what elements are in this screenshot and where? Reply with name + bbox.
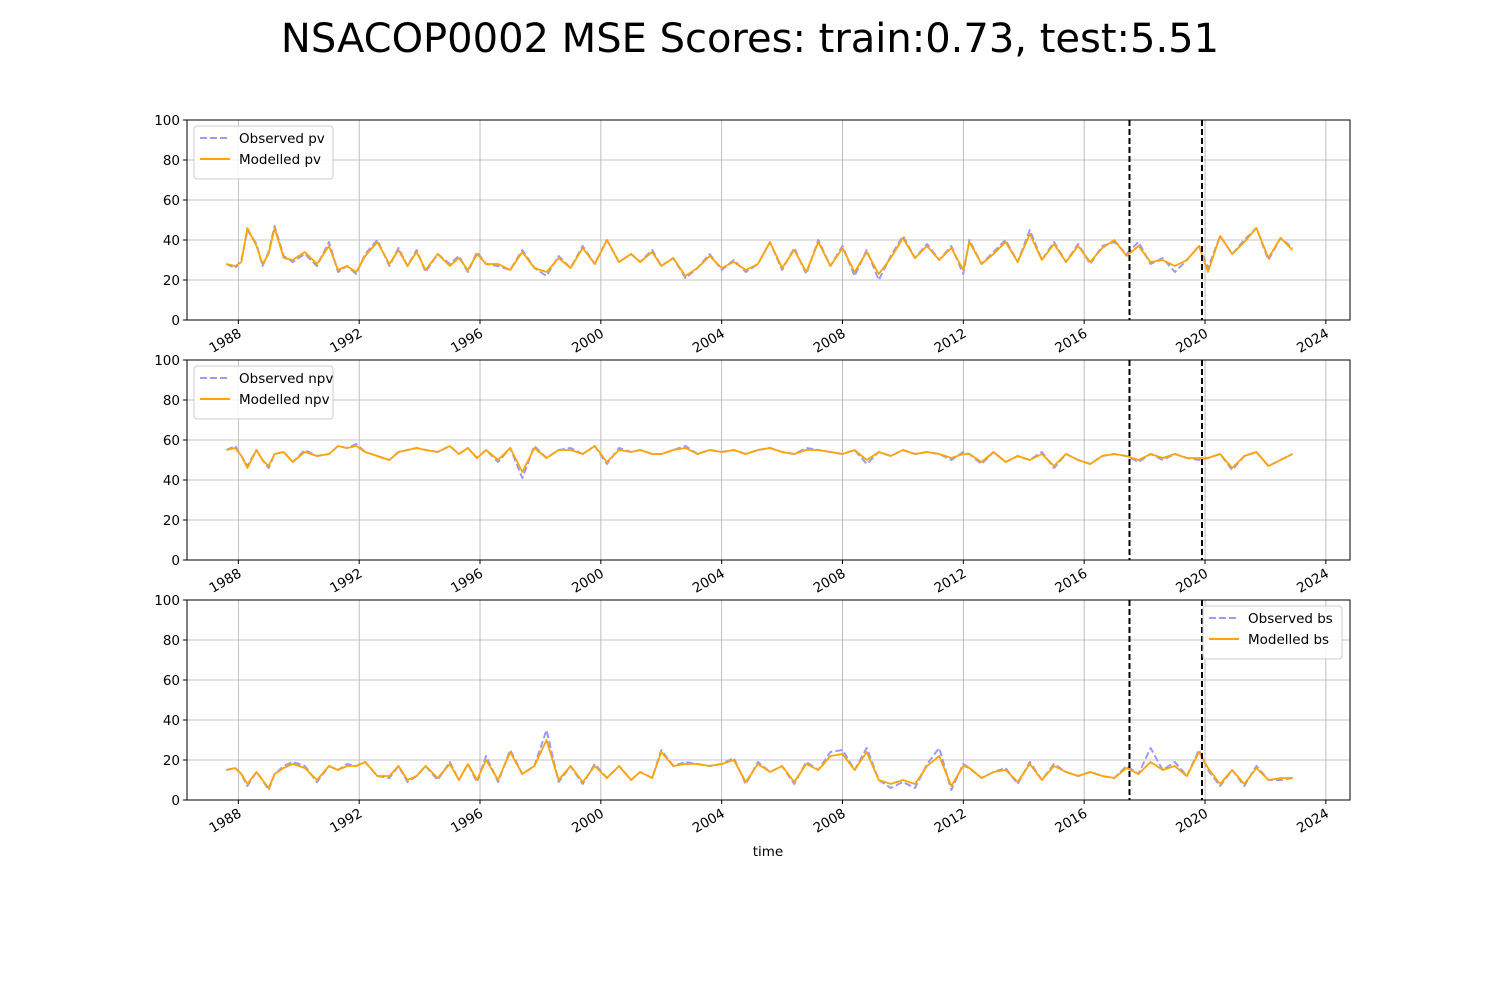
y-tick-label: 60 — [163, 433, 180, 449]
axes-frame — [186, 599, 1351, 801]
y-tick-label: 40 — [163, 713, 180, 729]
legend: Observed npv Modelled npv — [193, 365, 334, 420]
legend: Observed pv Modelled pv — [193, 125, 334, 180]
legend-box — [193, 125, 334, 180]
y-tick-label: 80 — [163, 393, 180, 409]
legend-entry-label: Modelled pv — [239, 152, 321, 168]
legend-entry-label: Modelled bs — [1248, 632, 1329, 648]
legend-entry-label: Modelled npv — [239, 392, 330, 408]
legend: Observed bs Modelled bs — [1202, 605, 1343, 660]
y-tick-label: 20 — [163, 753, 180, 769]
observed-series-line — [225, 225, 1294, 281]
legend-entry-label: Observed pv — [239, 131, 325, 147]
y-tick-label: 100 — [154, 353, 180, 369]
y-tick-label: 0 — [171, 793, 180, 809]
legend-entry-label: Observed bs — [1248, 611, 1333, 627]
axes-frame — [186, 119, 1351, 321]
legend-entry-label: Observed npv — [239, 371, 333, 387]
y-tick-label: 20 — [163, 273, 180, 289]
x-axis-label: time — [753, 844, 784, 860]
modelled-series-line — [226, 227, 1294, 277]
y-tick-label: 60 — [163, 193, 180, 209]
y-tick-label: 40 — [163, 473, 180, 489]
modelled-series-line — [226, 445, 1293, 473]
y-tick-label: 60 — [163, 673, 180, 689]
chart-title: NSACOP0002 MSE Scores: train:0.73, test:… — [281, 16, 1219, 62]
y-tick-label: 0 — [171, 313, 180, 329]
legend-box — [1202, 605, 1343, 660]
legend-box — [193, 365, 334, 420]
y-tick-label: 20 — [163, 513, 180, 529]
y-tick-label: 80 — [163, 633, 180, 649]
y-tick-label: 80 — [163, 153, 180, 169]
axes-frame — [186, 359, 1351, 561]
modelled-series-line — [226, 739, 1293, 789]
y-tick-label: 40 — [163, 233, 180, 249]
y-tick-label: 100 — [154, 113, 180, 129]
y-tick-label: 100 — [154, 593, 180, 609]
y-tick-label: 0 — [171, 553, 180, 569]
